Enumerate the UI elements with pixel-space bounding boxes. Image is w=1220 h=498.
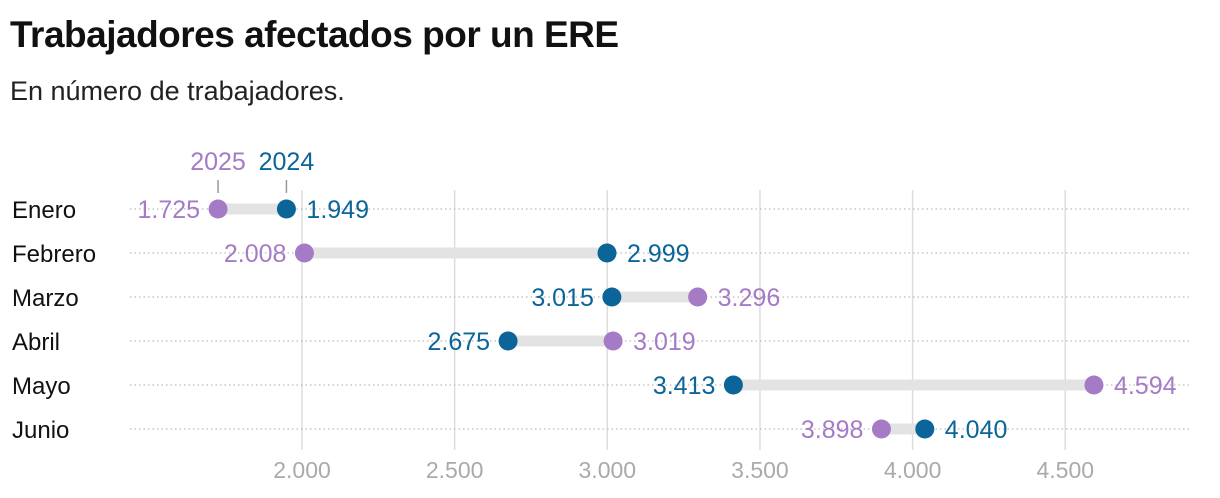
category-label: Junio xyxy=(12,417,69,444)
dot-2025 xyxy=(1084,375,1104,395)
x-tick-label: 3.500 xyxy=(731,457,789,483)
value-label-2025: 3.296 xyxy=(718,284,781,312)
value-label-2024: 2.675 xyxy=(428,328,491,356)
x-tick-label: 4.500 xyxy=(1036,457,1094,483)
x-tick-label: 4.000 xyxy=(884,457,942,483)
dot-2024 xyxy=(915,419,935,439)
dot-2024 xyxy=(498,331,518,351)
category-label: Febrero xyxy=(12,241,96,268)
chart-title: Trabajadores afectados por un ERE xyxy=(10,14,619,55)
dot-2024 xyxy=(723,375,743,395)
x-tick-label: 2.500 xyxy=(426,457,484,483)
category-label: Mayo xyxy=(12,373,71,400)
value-label-2025: 3.898 xyxy=(801,416,864,444)
legend-label-2024: 2024 xyxy=(259,148,315,176)
value-label-2025: 2.008 xyxy=(224,240,287,268)
value-label-2025: 4.594 xyxy=(1114,372,1177,400)
x-tick-label: 2.000 xyxy=(273,457,331,483)
dot-2024 xyxy=(602,287,622,307)
dot-2025 xyxy=(603,331,623,351)
category-label: Abril xyxy=(12,329,60,356)
value-label-2025: 1.725 xyxy=(137,196,200,224)
value-label-2024: 3.015 xyxy=(531,284,594,312)
dot-2025 xyxy=(688,287,708,307)
dot-2025 xyxy=(871,419,891,439)
dot-2025 xyxy=(208,199,228,219)
dot-2024 xyxy=(597,243,617,263)
value-label-2024: 4.040 xyxy=(945,416,1008,444)
dot-2025 xyxy=(294,243,314,263)
category-label: Enero xyxy=(12,197,76,224)
x-tick-label: 3.000 xyxy=(579,457,637,483)
value-label-2024: 1.949 xyxy=(306,196,369,224)
category-label: Marzo xyxy=(12,285,79,312)
dot-2024 xyxy=(276,199,296,219)
value-label-2024: 2.999 xyxy=(627,240,690,268)
chart-subtitle: En número de trabajadores. xyxy=(10,76,345,106)
legend-label-2025: 2025 xyxy=(190,148,246,176)
value-label-2024: 3.413 xyxy=(653,372,716,400)
value-label-2025: 3.019 xyxy=(633,328,696,356)
